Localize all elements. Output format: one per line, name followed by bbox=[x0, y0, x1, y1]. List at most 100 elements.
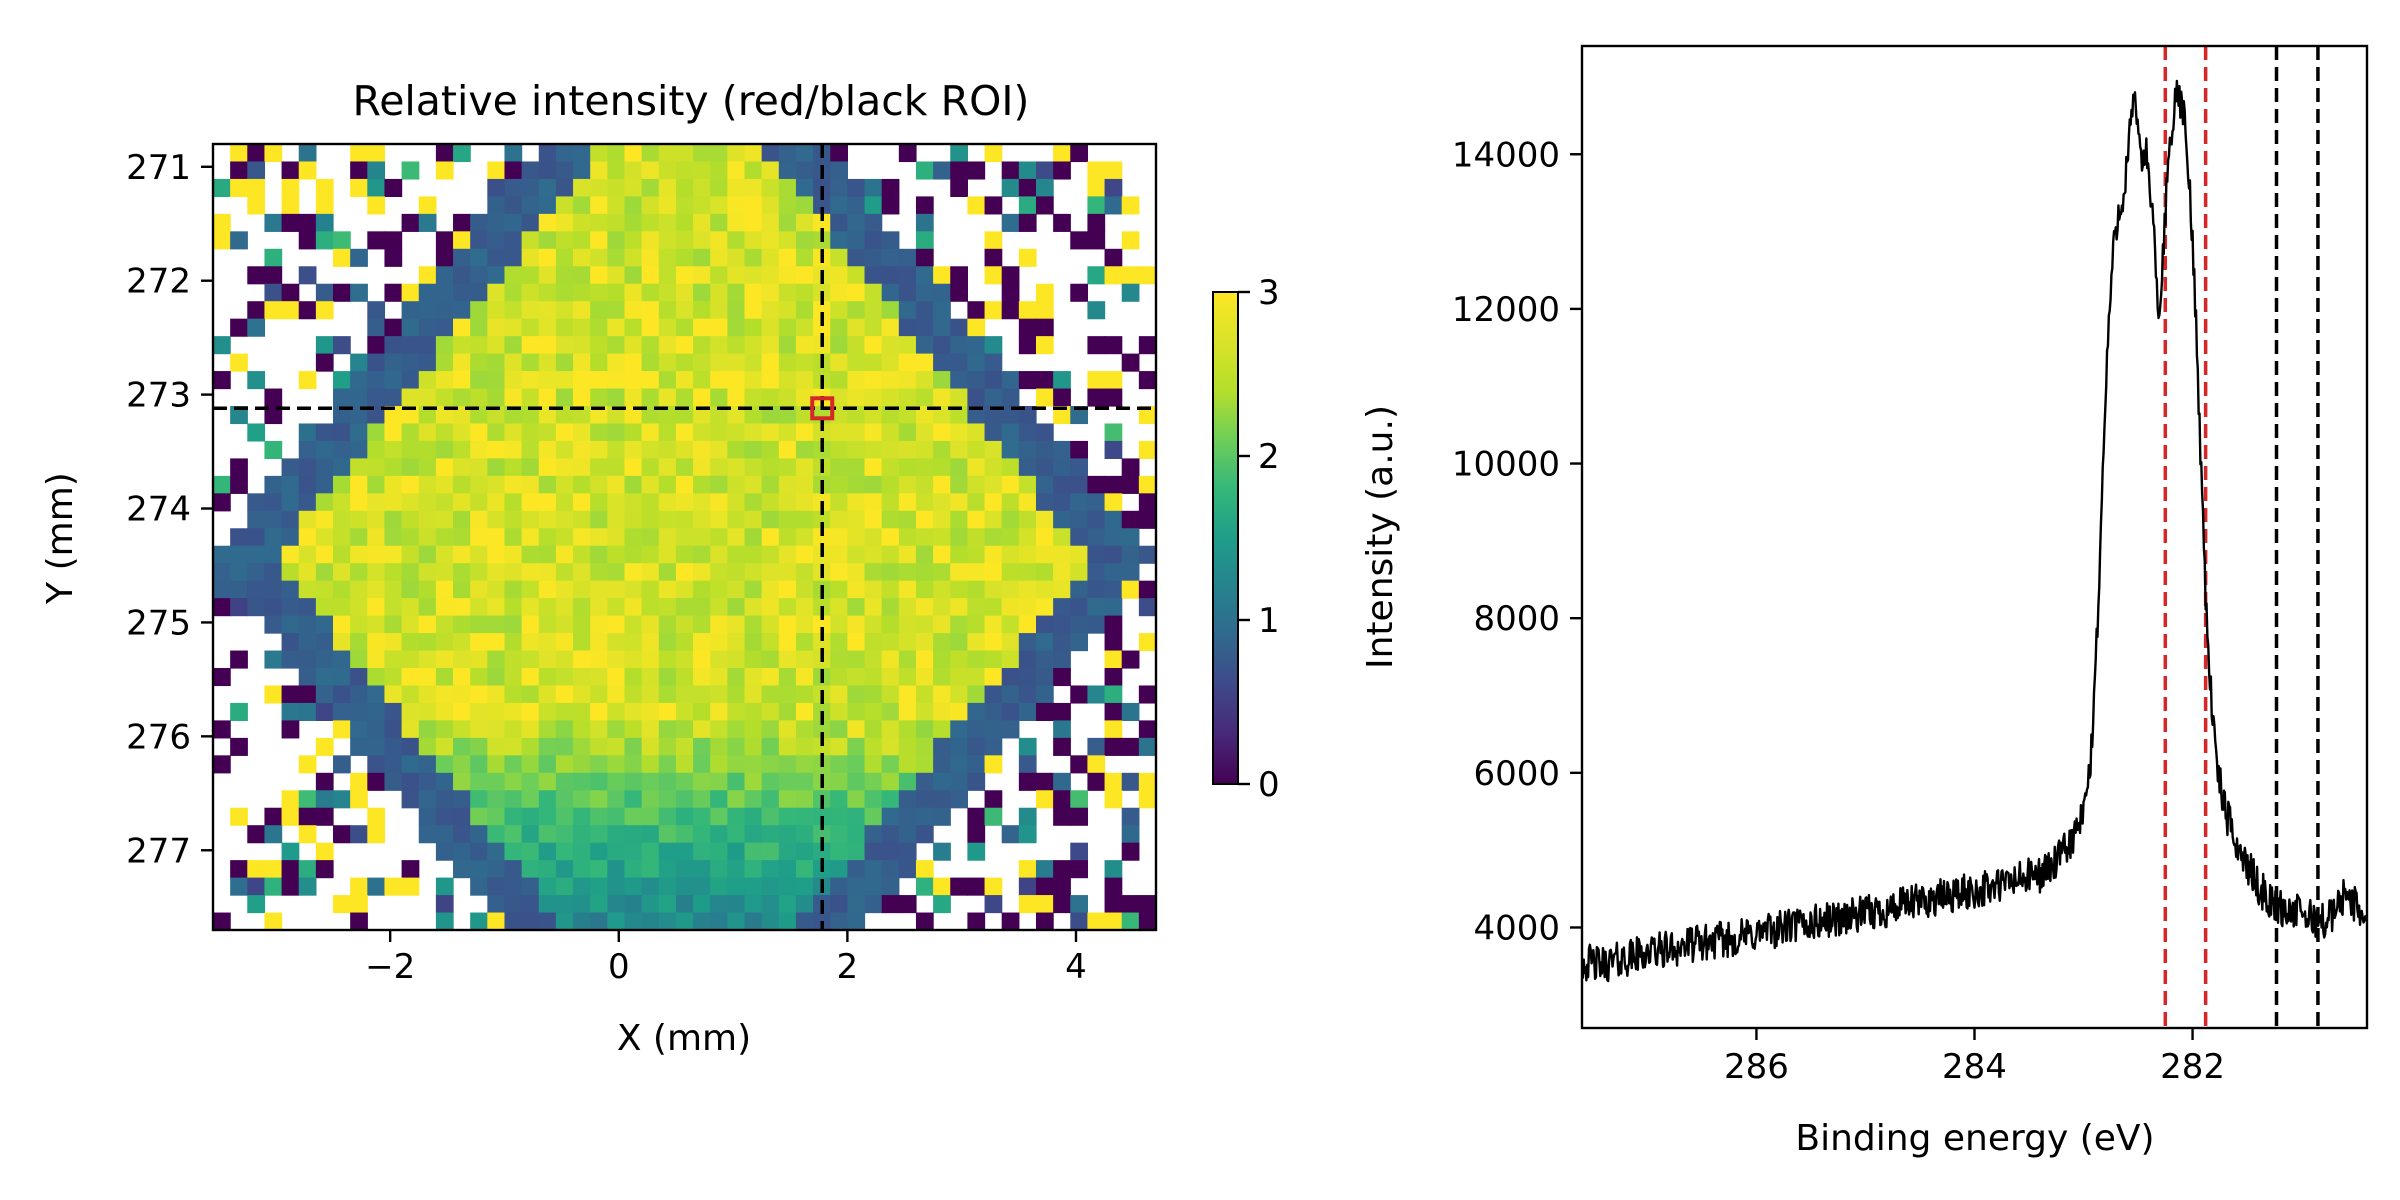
heatmap-cell bbox=[555, 580, 574, 599]
heatmap-cell bbox=[1001, 266, 1020, 285]
heatmap-cell bbox=[453, 301, 471, 320]
heatmap-cell bbox=[1070, 860, 1089, 879]
heatmap-cell bbox=[504, 772, 523, 791]
heatmap-cell bbox=[1018, 161, 1037, 180]
heatmap-cell bbox=[761, 161, 780, 180]
heatmap-cell bbox=[470, 685, 488, 704]
heatmap-cell bbox=[350, 440, 368, 459]
heatmap-cell bbox=[470, 406, 488, 425]
heatmap-cell bbox=[830, 440, 848, 459]
heatmap-cell bbox=[795, 475, 814, 494]
heatmap-cell bbox=[487, 213, 506, 232]
heatmap-cell bbox=[761, 196, 780, 215]
heatmap-cell bbox=[487, 388, 506, 407]
heatmap-ytick-label: 276 bbox=[126, 717, 191, 757]
heatmap-cell bbox=[864, 475, 883, 494]
heatmap-cell bbox=[1053, 545, 1071, 564]
heatmap-cell bbox=[1104, 475, 1123, 494]
heatmap-cell bbox=[504, 895, 523, 914]
heatmap-cell bbox=[521, 336, 540, 355]
heatmap-cell bbox=[881, 825, 900, 844]
heatmap-cell bbox=[435, 912, 454, 931]
heatmap-cell bbox=[607, 458, 626, 477]
heatmap-cell bbox=[761, 702, 780, 721]
heatmap-cell bbox=[333, 702, 351, 721]
heatmap-cell bbox=[1087, 685, 1106, 704]
heatmap-cell bbox=[435, 737, 454, 756]
heatmap-cell bbox=[778, 720, 797, 739]
heatmap-cell bbox=[1053, 737, 1071, 756]
heatmap-cell bbox=[247, 545, 266, 564]
heatmap-cell bbox=[487, 895, 506, 914]
heatmap-cell bbox=[624, 807, 643, 826]
heatmap-cell bbox=[401, 877, 420, 896]
heatmap-cell bbox=[607, 178, 626, 197]
heatmap-cell bbox=[435, 301, 454, 320]
heatmap-cell bbox=[658, 545, 677, 564]
heatmap-cell bbox=[1087, 475, 1106, 494]
heatmap-cell bbox=[418, 371, 437, 390]
heatmap-cells bbox=[213, 144, 1157, 931]
heatmap-cell bbox=[761, 510, 780, 529]
heatmap-cell bbox=[1035, 772, 1054, 791]
heatmap-cell bbox=[795, 301, 814, 320]
heatmap-cell bbox=[658, 772, 677, 791]
heatmap-cell bbox=[778, 668, 797, 687]
heatmap-cell bbox=[247, 161, 266, 180]
heatmap-cell bbox=[504, 650, 523, 669]
heatmap-title: Relative intensity (red/black ROI) bbox=[353, 77, 1030, 125]
heatmap-cell bbox=[847, 213, 866, 232]
heatmap-cell bbox=[641, 772, 660, 791]
heatmap-cell bbox=[333, 510, 351, 529]
heatmap-cell bbox=[675, 353, 694, 372]
heatmap-cell bbox=[658, 178, 677, 197]
heatmap-cell bbox=[555, 196, 574, 215]
heatmap-cell bbox=[1035, 161, 1054, 180]
heatmap-cell bbox=[573, 702, 591, 721]
heatmap-cell bbox=[350, 580, 368, 599]
heatmap-cell bbox=[624, 423, 643, 442]
heatmap-cell bbox=[384, 423, 403, 442]
heatmap-cell bbox=[761, 877, 780, 896]
heatmap-cell bbox=[1035, 650, 1054, 669]
heatmap-cell bbox=[453, 807, 471, 826]
heatmap-cell bbox=[350, 563, 368, 582]
heatmap-cell bbox=[967, 353, 986, 372]
heatmap-cell bbox=[1053, 475, 1071, 494]
heatmap-cell bbox=[1018, 877, 1037, 896]
heatmap-cell bbox=[230, 563, 248, 582]
heatmap-cell bbox=[487, 807, 506, 826]
heatmap-cell bbox=[555, 458, 574, 477]
heatmap-cell bbox=[778, 877, 797, 896]
heatmap-cell bbox=[333, 440, 351, 459]
heatmap-cell bbox=[881, 440, 900, 459]
heatmap-cell bbox=[761, 528, 780, 547]
heatmap-cell bbox=[504, 790, 523, 809]
heatmap-cell bbox=[573, 458, 591, 477]
heatmap-cell bbox=[658, 720, 677, 739]
heatmap-cell bbox=[315, 598, 334, 617]
heatmap-cell bbox=[761, 755, 780, 774]
heatmap-cell bbox=[641, 144, 660, 163]
heatmap-cell bbox=[1121, 353, 1140, 372]
heatmap-cell bbox=[538, 912, 557, 931]
heatmap-cell bbox=[675, 842, 694, 861]
heatmap-cell bbox=[1104, 580, 1123, 599]
heatmap-cell bbox=[521, 615, 540, 634]
heatmap-cell bbox=[761, 144, 780, 163]
heatmap-cell bbox=[881, 458, 900, 477]
heatmap-cell bbox=[624, 248, 643, 267]
heatmap-cell bbox=[933, 371, 951, 390]
heatmap-cell bbox=[624, 178, 643, 197]
heatmap-cell bbox=[795, 615, 814, 634]
heatmap-cell bbox=[555, 650, 574, 669]
heatmap-cell bbox=[264, 912, 283, 931]
heatmap-cell bbox=[555, 860, 574, 879]
heatmap-cell bbox=[555, 231, 574, 250]
heatmap-cell bbox=[281, 563, 300, 582]
heatmap-cell bbox=[898, 458, 917, 477]
heatmap-cell bbox=[693, 842, 711, 861]
heatmap-cell bbox=[761, 633, 780, 652]
heatmap-cell bbox=[984, 790, 1003, 809]
